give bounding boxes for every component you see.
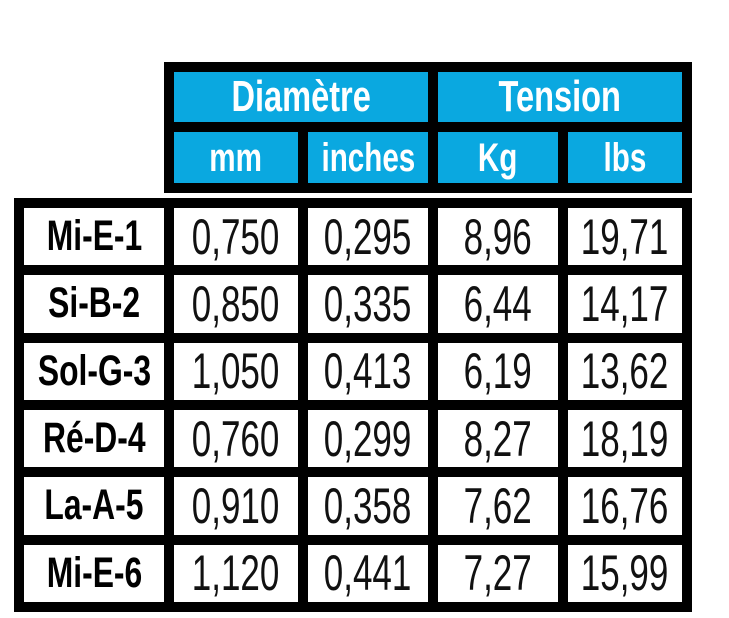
- cell-mm: 1,120: [174, 544, 298, 602]
- cell-value: 0,335: [324, 275, 412, 332]
- cell-value: 16,76: [581, 477, 669, 534]
- table-body: Mi-E-1 0,750 0,295 8,96 19,71 Si-B-2 0,8…: [14, 198, 692, 612]
- row-label: Mi-E-6: [24, 544, 164, 602]
- cell-kg: 8,96: [438, 208, 558, 266]
- column-header-kg-label: Kg: [478, 135, 518, 180]
- row-label: Mi-E-1: [24, 208, 164, 266]
- cell-value: 6,44: [463, 275, 533, 332]
- cell-mm: 0,910: [174, 477, 298, 535]
- row-label-text: Mi-E-6: [46, 548, 142, 597]
- cell-inches: 0,299: [308, 409, 428, 468]
- cell-kg: 7,62: [438, 477, 558, 535]
- cell-value: 1,050: [192, 343, 280, 400]
- row-label: Sol-G-3: [24, 342, 164, 400]
- cell-lbs: 18,19: [568, 409, 682, 468]
- cell-value: 0,358: [324, 477, 412, 534]
- row-label-text: Si-B-2: [48, 279, 140, 328]
- cell-kg: 6,44: [438, 275, 558, 333]
- column-header-lbs-label: lbs: [603, 135, 647, 180]
- cell-mm: 0,760: [174, 409, 298, 468]
- cell-value: 0,760: [192, 410, 280, 467]
- cell-value: 15,99: [581, 545, 669, 602]
- cell-lbs: 16,76: [568, 477, 682, 535]
- column-header-inches: inches: [308, 132, 428, 183]
- column-header-mm-label: mm: [209, 135, 263, 180]
- cell-value: 14,17: [581, 275, 669, 332]
- cell-value: 7,62: [463, 477, 533, 534]
- cell-value: 1,120: [192, 545, 280, 602]
- group-header-diametre: Diamètre: [174, 72, 428, 122]
- cell-inches: 0,441: [308, 544, 428, 602]
- cell-inches: 0,295: [308, 208, 428, 266]
- column-header-mm: mm: [174, 132, 298, 183]
- cell-lbs: 13,62: [568, 342, 682, 400]
- cell-lbs: 14,17: [568, 275, 682, 333]
- cell-value: 6,19: [463, 343, 533, 400]
- cell-kg: 8,27: [438, 409, 558, 468]
- row-label-text: Mi-E-1: [46, 212, 142, 261]
- cell-mm: 1,050: [174, 342, 298, 400]
- group-header-tension-label: Tension: [498, 72, 622, 121]
- cell-value: 8,96: [463, 208, 533, 265]
- cell-kg: 7,27: [438, 544, 558, 602]
- cell-lbs: 15,99: [568, 544, 682, 602]
- row-label-text: Sol-G-3: [37, 346, 151, 395]
- cell-value: 0,850: [192, 275, 280, 332]
- cell-mm: 0,850: [174, 275, 298, 333]
- row-label-text: La-A-5: [44, 481, 144, 530]
- group-header-diametre-label: Diamètre: [231, 72, 371, 121]
- cell-value: 8,27: [463, 410, 533, 467]
- cell-value: 0,441: [324, 545, 412, 602]
- column-header-kg: Kg: [438, 132, 558, 183]
- column-header-inches-label: inches: [321, 135, 415, 180]
- cell-value: 19,71: [581, 208, 669, 265]
- cell-value: 0,295: [324, 208, 412, 265]
- cell-kg: 6,19: [438, 342, 558, 400]
- cell-mm: 0,750: [174, 208, 298, 266]
- cell-value: 13,62: [581, 343, 669, 400]
- cell-inches: 0,335: [308, 275, 428, 333]
- column-header-lbs: lbs: [568, 132, 682, 183]
- cell-value: 0,750: [192, 208, 280, 265]
- group-header-tension: Tension: [438, 72, 682, 122]
- cell-value: 0,299: [324, 410, 412, 467]
- cell-value: 0,910: [192, 477, 280, 534]
- row-label: Ré-D-4: [24, 409, 164, 468]
- cell-value: 18,19: [581, 410, 669, 467]
- row-label: Si-B-2: [24, 275, 164, 333]
- row-label: La-A-5: [24, 477, 164, 535]
- cell-value: 7,27: [463, 545, 533, 602]
- table-header-block: Diamètre Tension mm inches Kg lbs: [164, 62, 692, 193]
- cell-inches: 0,413: [308, 342, 428, 400]
- cell-lbs: 19,71: [568, 208, 682, 266]
- cell-inches: 0,358: [308, 477, 428, 535]
- row-label-text: Ré-D-4: [42, 414, 146, 463]
- cell-value: 0,413: [324, 343, 412, 400]
